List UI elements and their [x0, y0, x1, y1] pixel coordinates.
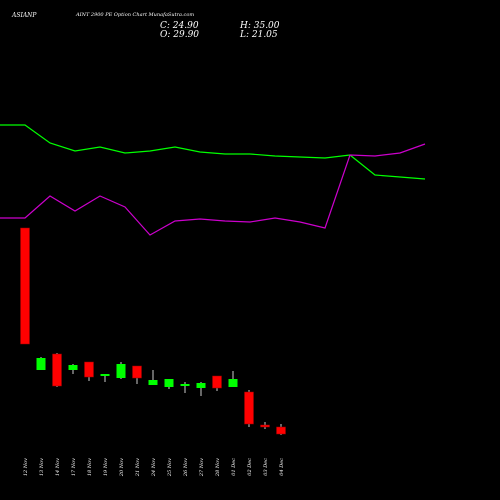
- candle-body: [132, 365, 142, 379]
- purple-indicator-line: [0, 143, 426, 236]
- candle-body: [164, 379, 174, 387]
- date-tick-label: 21 Nov: [135, 458, 141, 477]
- candle: [52, 353, 62, 387]
- date-tick-label: 20 Nov: [119, 458, 125, 477]
- date-tick-label: 27 Nov: [199, 458, 205, 477]
- date-tick-label: 13 Nov: [39, 458, 45, 476]
- close-value: C: 24.90: [160, 21, 199, 31]
- candle-body: [244, 391, 254, 425]
- candle-body: [228, 379, 238, 387]
- date-tick-label: 26 Nov: [183, 458, 189, 477]
- date-tick-label: 25 Nov: [167, 458, 173, 477]
- green-indicator-line: [0, 124, 426, 180]
- date-tick-label: 18 Nov: [87, 458, 93, 476]
- date-tick-label: 14 Nov: [55, 458, 61, 476]
- candle: [228, 371, 238, 387]
- candle-body: [100, 374, 110, 376]
- date-tick-label: 12 Nov: [23, 458, 29, 476]
- candles: [20, 227, 286, 435]
- high-value: H: 35.00: [240, 21, 280, 31]
- date-axis: 12 Nov 13 Nov 14 Nov 17 Nov 18 Nov 19 Nov 20 N…: [23, 458, 285, 477]
- candle: [196, 382, 206, 396]
- candle: [148, 370, 158, 385]
- date-tick-label: 03 Dec: [263, 458, 269, 476]
- candle: [244, 390, 254, 427]
- date-tick-label: 17 Nov: [71, 458, 77, 476]
- candle-body: [52, 353, 62, 387]
- candle-body: [36, 358, 46, 370]
- low-value: L: 21.05: [240, 30, 278, 40]
- candle: [20, 227, 30, 345]
- candle-body: [116, 364, 126, 378]
- symbol-label: ASIANP: [12, 12, 37, 19]
- candle: [132, 365, 142, 384]
- candle: [260, 422, 270, 429]
- candle-body: [84, 361, 94, 378]
- candle: [116, 362, 126, 379]
- candle: [212, 375, 222, 391]
- candle: [36, 357, 46, 370]
- candle-body: [260, 424, 270, 428]
- chart-subtitle: AINT 2900 PE Option Chart MunafaSutra.co…: [76, 12, 195, 18]
- candle: [180, 382, 190, 393]
- candle: [276, 424, 286, 435]
- candle-body: [20, 227, 30, 345]
- candle: [100, 374, 110, 382]
- date-tick-label: 28 Nov: [215, 458, 221, 477]
- candle-body: [212, 375, 222, 389]
- candle-body: [276, 426, 286, 435]
- date-tick-label: 24 Nov: [151, 458, 157, 477]
- date-tick-label: 01 Dec: [231, 458, 237, 476]
- candle: [164, 379, 174, 389]
- candle-body: [180, 384, 190, 386]
- candle-body: [68, 365, 78, 370]
- date-tick-label: 19 Nov: [103, 458, 109, 476]
- candle-body: [196, 383, 206, 388]
- candle: [68, 364, 78, 374]
- date-tick-label: 02 Dec: [247, 458, 253, 476]
- open-value: O: 29.90: [160, 30, 200, 40]
- indicator-lines: [0, 124, 426, 236]
- candle: [84, 361, 94, 381]
- candle-body: [148, 380, 158, 385]
- date-tick-label: 04 Dec: [279, 458, 285, 476]
